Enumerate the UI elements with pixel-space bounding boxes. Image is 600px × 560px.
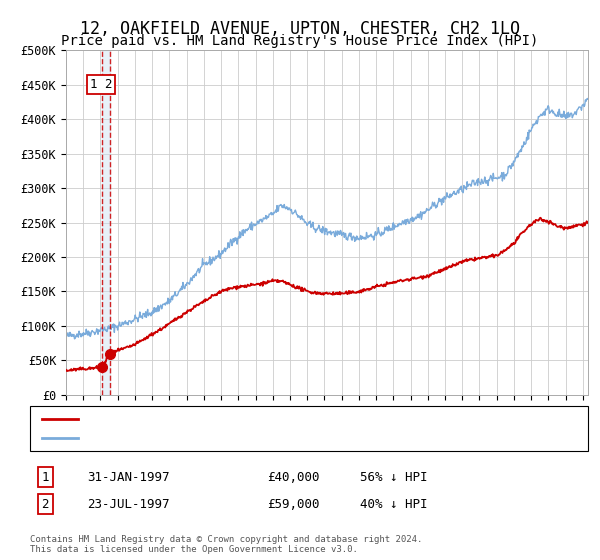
Text: 31-JAN-1997: 31-JAN-1997 <box>87 470 170 484</box>
Text: 12, OAKFIELD AVENUE, UPTON, CHESTER, CH2 1LQ: 12, OAKFIELD AVENUE, UPTON, CHESTER, CH2… <box>80 20 520 38</box>
Text: 1 2: 1 2 <box>90 78 112 91</box>
Text: Contains HM Land Registry data © Crown copyright and database right 2024.
This d: Contains HM Land Registry data © Crown c… <box>30 535 422 554</box>
Text: 40% ↓ HPI: 40% ↓ HPI <box>360 497 427 511</box>
Text: 12, OAKFIELD AVENUE, UPTON, CHESTER, CH2 1LQ (detached house): 12, OAKFIELD AVENUE, UPTON, CHESTER, CH2… <box>90 413 502 423</box>
Bar <box>102 50 110 395</box>
Text: 1: 1 <box>41 470 49 484</box>
Text: £40,000: £40,000 <box>267 470 320 484</box>
Text: £59,000: £59,000 <box>267 497 320 511</box>
Text: HPI: Average price, detached house, Cheshire West and Chester: HPI: Average price, detached house, Ches… <box>90 433 502 444</box>
Text: 23-JUL-1997: 23-JUL-1997 <box>87 497 170 511</box>
Text: 56% ↓ HPI: 56% ↓ HPI <box>360 470 427 484</box>
Text: Price paid vs. HM Land Registry's House Price Index (HPI): Price paid vs. HM Land Registry's House … <box>61 34 539 48</box>
Text: 2: 2 <box>41 497 49 511</box>
